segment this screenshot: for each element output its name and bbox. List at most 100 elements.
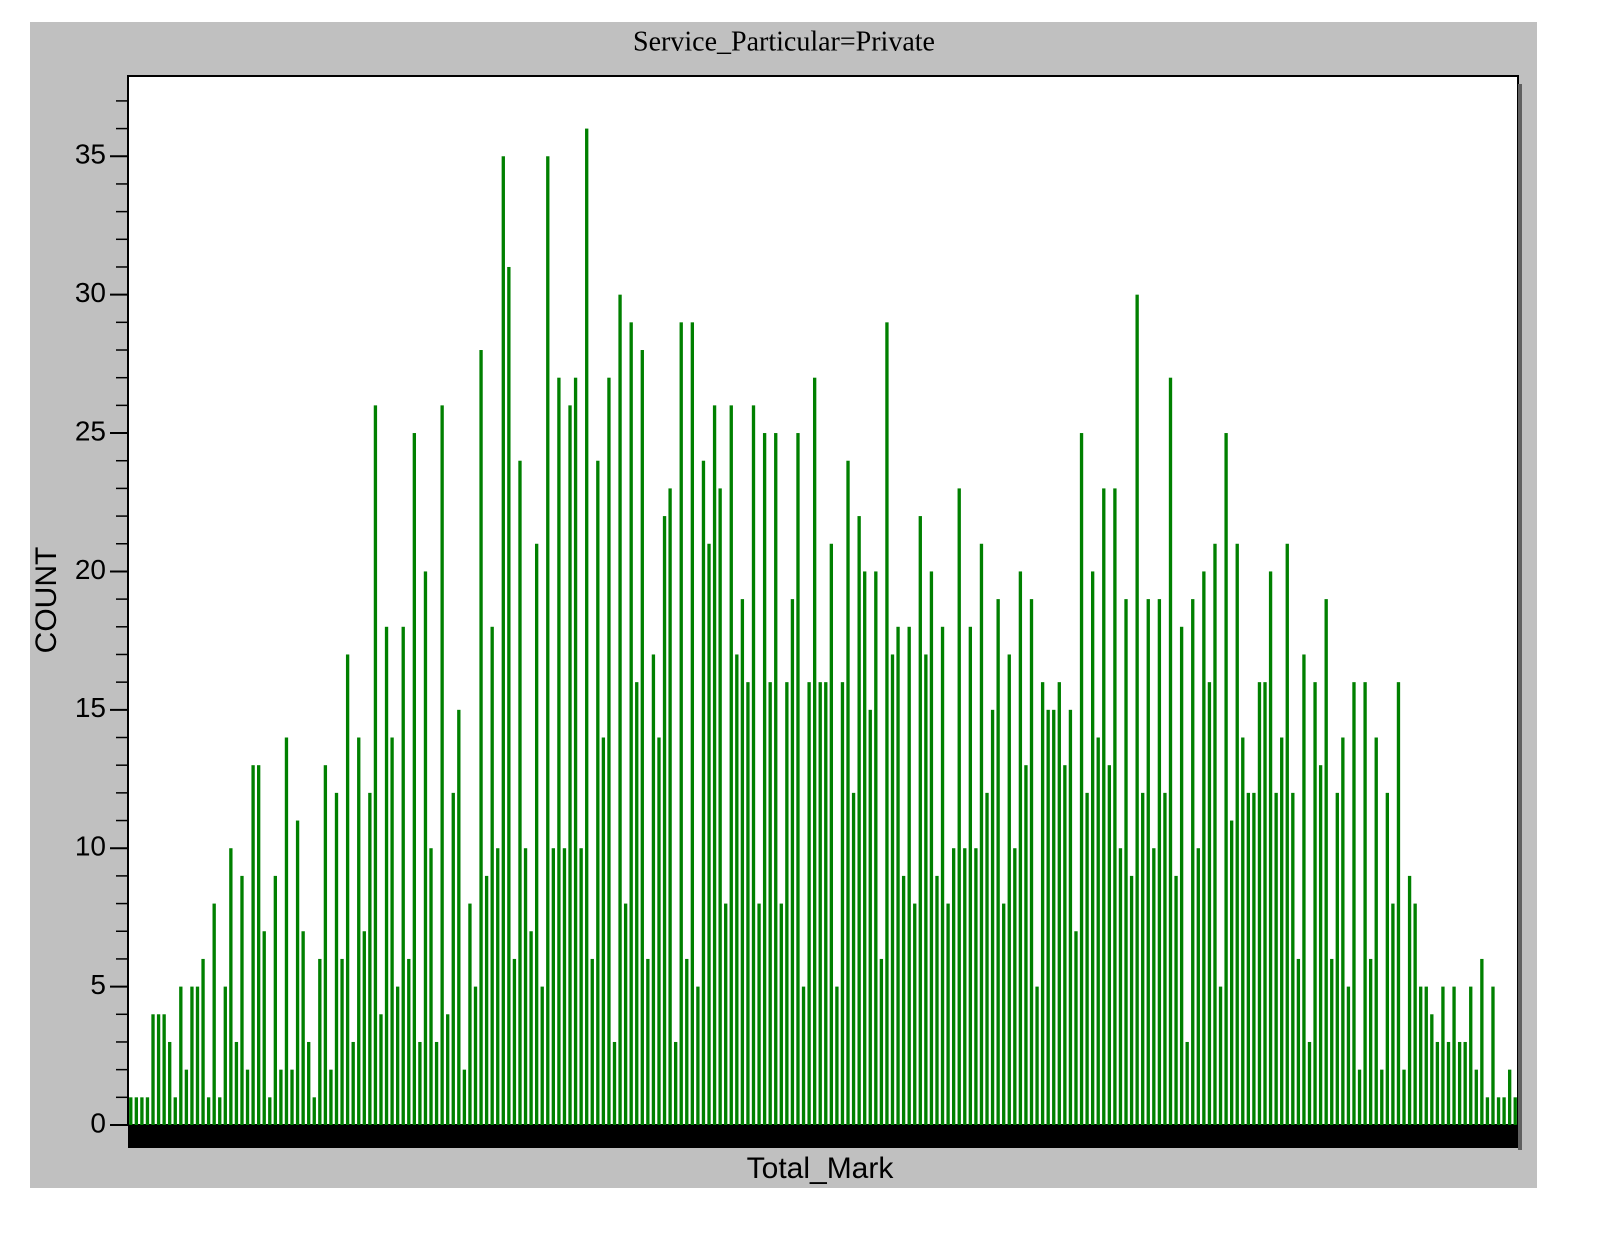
bar bbox=[468, 903, 472, 1125]
bar bbox=[601, 737, 606, 1125]
bar bbox=[273, 875, 278, 1125]
y-tick-label: 35 bbox=[75, 139, 106, 170]
bar bbox=[1363, 682, 1367, 1125]
bar bbox=[151, 1014, 155, 1125]
bar bbox=[662, 516, 667, 1125]
bar bbox=[1040, 682, 1045, 1125]
bar bbox=[401, 626, 405, 1125]
bar bbox=[201, 958, 205, 1125]
bar bbox=[462, 1069, 467, 1125]
bar bbox=[179, 986, 183, 1125]
bar bbox=[1402, 1069, 1406, 1125]
chart-title: Service_Particular=Private bbox=[633, 26, 935, 57]
bar bbox=[818, 682, 822, 1125]
bar bbox=[490, 626, 494, 1125]
bar bbox=[418, 1041, 422, 1125]
bar bbox=[1185, 1041, 1189, 1125]
bar bbox=[740, 599, 745, 1125]
bar bbox=[423, 571, 428, 1125]
bar bbox=[240, 875, 244, 1125]
bar bbox=[507, 266, 511, 1125]
bar bbox=[646, 958, 650, 1125]
bar bbox=[218, 1097, 222, 1125]
y-tick-label: 15 bbox=[75, 692, 106, 723]
bar bbox=[256, 765, 261, 1125]
bar bbox=[1013, 848, 1017, 1125]
bar bbox=[718, 488, 722, 1125]
bar bbox=[512, 958, 517, 1125]
bar bbox=[1024, 765, 1028, 1125]
bar bbox=[1324, 599, 1328, 1125]
bar bbox=[523, 848, 528, 1125]
bar bbox=[879, 958, 884, 1125]
bar bbox=[173, 1097, 177, 1125]
bar bbox=[712, 405, 717, 1125]
bar bbox=[1252, 792, 1256, 1125]
bar bbox=[1302, 654, 1306, 1125]
bar bbox=[501, 156, 505, 1126]
bar bbox=[685, 958, 689, 1125]
bar bbox=[1452, 986, 1456, 1125]
bar bbox=[774, 433, 778, 1125]
bar bbox=[1152, 848, 1156, 1125]
bar bbox=[1263, 682, 1267, 1125]
bar bbox=[279, 1069, 283, 1125]
bar bbox=[707, 543, 711, 1125]
bar bbox=[1207, 682, 1212, 1125]
bar bbox=[190, 986, 194, 1125]
bar bbox=[612, 1041, 617, 1125]
bar bbox=[979, 543, 984, 1125]
bar bbox=[679, 322, 683, 1125]
bar bbox=[1496, 1097, 1501, 1125]
bar bbox=[1307, 1041, 1312, 1125]
bar bbox=[140, 1097, 144, 1125]
bar bbox=[585, 128, 589, 1126]
bar bbox=[312, 1097, 316, 1125]
bar bbox=[951, 848, 956, 1125]
bar bbox=[946, 903, 950, 1125]
bar bbox=[1179, 626, 1184, 1125]
bar bbox=[573, 377, 578, 1125]
bar bbox=[1352, 682, 1356, 1125]
bar bbox=[1174, 875, 1178, 1125]
bar bbox=[484, 875, 489, 1125]
bar bbox=[1441, 986, 1445, 1125]
bar bbox=[1430, 1014, 1434, 1125]
bar bbox=[295, 820, 300, 1125]
y-tick-label: 0 bbox=[90, 1107, 106, 1138]
bar bbox=[1102, 488, 1106, 1125]
bar bbox=[801, 986, 806, 1125]
bar bbox=[1274, 792, 1278, 1125]
bar bbox=[1079, 433, 1084, 1125]
bar bbox=[968, 626, 973, 1125]
bar bbox=[329, 1069, 333, 1125]
bar bbox=[551, 848, 556, 1125]
bar bbox=[623, 903, 628, 1125]
bar bbox=[1419, 986, 1423, 1125]
bar bbox=[1235, 543, 1239, 1125]
bar bbox=[924, 654, 928, 1125]
bar bbox=[1396, 682, 1401, 1125]
bar bbox=[234, 1041, 239, 1125]
bar bbox=[568, 405, 572, 1125]
bar bbox=[863, 571, 867, 1125]
bar bbox=[1018, 571, 1023, 1125]
bar bbox=[935, 875, 939, 1125]
bar bbox=[1063, 765, 1067, 1125]
bar bbox=[268, 1097, 272, 1125]
bar bbox=[457, 709, 461, 1125]
bar bbox=[1335, 792, 1339, 1125]
bar bbox=[1074, 931, 1078, 1125]
y-tick-label: 25 bbox=[75, 415, 106, 446]
bar bbox=[1146, 599, 1150, 1125]
bar bbox=[1168, 377, 1173, 1125]
bar bbox=[1246, 792, 1251, 1125]
bar bbox=[1385, 792, 1390, 1125]
bar bbox=[340, 958, 344, 1125]
bar bbox=[1424, 986, 1428, 1125]
bar bbox=[757, 903, 761, 1125]
bar bbox=[890, 654, 895, 1125]
bar bbox=[407, 958, 411, 1125]
bar bbox=[1480, 958, 1484, 1125]
bar bbox=[134, 1097, 139, 1125]
